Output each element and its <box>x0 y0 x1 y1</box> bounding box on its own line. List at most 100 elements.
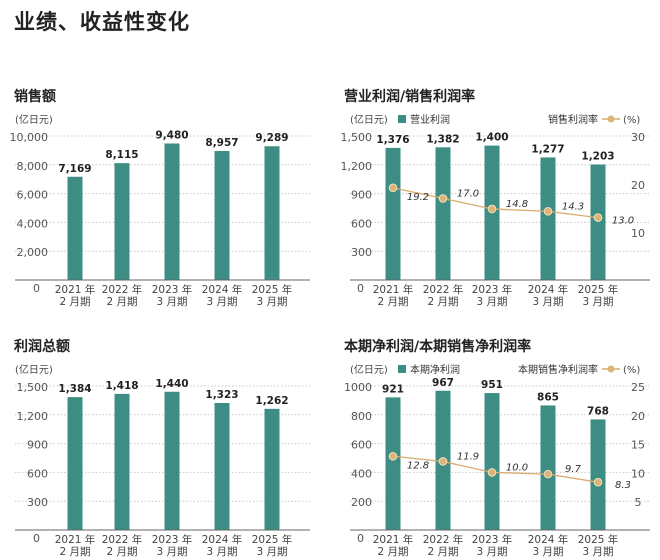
line-unit-label: (%) <box>623 115 640 126</box>
y-tick-label: 600 <box>351 217 372 230</box>
x-tick-label: 3 月期 <box>582 546 613 558</box>
line-value-label: 11.9 <box>457 451 479 462</box>
y2-tick-label: 10 <box>631 227 645 240</box>
page-title: 业绩、收益性变化 <box>14 10 190 34</box>
bar-value-label: 8,957 <box>205 137 238 149</box>
bar-value-label: 967 <box>432 377 454 389</box>
x-tick-label: 2025 年 <box>252 533 293 546</box>
bar-value-label: 1,277 <box>531 143 564 155</box>
y-tick-label: 300 <box>351 246 372 259</box>
y-tick-label: 600 <box>351 439 372 452</box>
bar <box>114 163 130 280</box>
y-tick-label: 900 <box>27 439 48 452</box>
line-unit-label: (%) <box>623 365 640 376</box>
chart-svg: (亿日元) 营业利润 销售利润率 (%) 0 300 600 900 1,200 1,500 10 2… <box>341 113 650 308</box>
chart-title: 本期净利润/本期销售净利润率 <box>344 339 532 355</box>
y-tick-label: 1,200 <box>17 410 49 423</box>
y-tick-label: 600 <box>27 467 48 480</box>
line-value-label: 14.3 <box>562 201 584 212</box>
x-tick-label: 2 月期 <box>106 546 137 558</box>
bar <box>264 408 280 530</box>
y-tick-label: 4,000 <box>17 217 49 230</box>
chart-title: 销售额 <box>14 89 56 105</box>
y-tick-label: 6,000 <box>17 189 49 202</box>
x-tick-label: 2023 年 <box>472 533 513 546</box>
x-tick-label: 2 月期 <box>106 296 137 308</box>
line-marker <box>543 207 553 216</box>
line-value-label: 8.3 <box>615 480 631 491</box>
chart-total-profit: 利润总额 (亿日元) 0 300 600 900 1,200 1,500 1,384 2021 … <box>0 330 330 560</box>
y-tick-label: 0 <box>357 282 364 295</box>
legend-bar-swatch <box>398 115 406 123</box>
x-tick-label: 3 月期 <box>206 296 237 308</box>
bar <box>164 391 180 530</box>
bar <box>67 176 83 280</box>
bar <box>590 419 606 530</box>
line-marker <box>388 183 398 193</box>
bar <box>164 143 180 280</box>
x-tick-label: 2 月期 <box>377 546 408 558</box>
x-tick-label: 3 月期 <box>156 546 187 558</box>
y-tick-label: 1,200 <box>341 160 373 173</box>
x-tick-label: 3 月期 <box>256 296 287 308</box>
x-tick-label: 2022 年 <box>423 283 464 296</box>
x-tick-label: 3 月期 <box>476 296 507 308</box>
y2-tick-label: 30 <box>631 131 645 144</box>
line-marker <box>388 451 398 461</box>
x-tick-label: 2 月期 <box>427 296 458 308</box>
x-tick-label: 3 月期 <box>532 296 563 308</box>
line-value-label: 19.2 <box>407 192 429 203</box>
bar-value-label: 1,376 <box>376 134 409 146</box>
legend-marker <box>607 115 615 123</box>
bar <box>214 402 230 530</box>
legend-bar-swatch <box>398 365 406 373</box>
bar <box>540 157 556 280</box>
bar <box>540 405 556 530</box>
y2-tick-label: 10 <box>631 467 645 480</box>
x-tick-label: 3 月期 <box>476 546 507 558</box>
x-tick-label: 2022 年 <box>102 533 143 546</box>
x-tick-label: 2024 年 <box>528 283 569 296</box>
x-tick-label: 3 月期 <box>256 546 287 558</box>
x-tick-label: 3 月期 <box>156 296 187 308</box>
line-marker <box>487 204 497 214</box>
legend-bar-label: 本期净利润 <box>410 363 460 376</box>
y-tick-label: 400 <box>351 467 372 480</box>
chart-svg: (亿日元) 0 2,000 4,000 6,000 8,000 10,000 7,169 202… <box>10 113 310 308</box>
bar-value-label: 7,169 <box>58 163 91 175</box>
line-marker <box>543 469 553 479</box>
chart-svg: (亿日元) 本期净利润 本期销售净利润率 (%) 0 200 400 600 800 1000 5 1… <box>344 363 650 558</box>
bar-value-label: 1,384 <box>58 383 91 395</box>
y2-tick-label: 20 <box>631 410 645 423</box>
chart-net-profit: 本期净利润/本期销售净利润率 (亿日元) 本期净利润 本期销售净利润率 (%) 0 200… <box>330 330 660 560</box>
y-tick-label: 1,500 <box>17 381 49 394</box>
x-tick-label: 2023 年 <box>152 283 193 296</box>
bar-value-label: 1,203 <box>581 151 614 163</box>
bar-value-label: 9,480 <box>155 129 188 141</box>
chart-title: 营业利润/销售利润率 <box>344 89 476 105</box>
x-tick-label: 2 月期 <box>427 546 458 558</box>
y-tick-label: 900 <box>351 189 372 202</box>
bar-value-label: 9,289 <box>255 132 288 144</box>
unit-label: (亿日元) <box>350 113 388 126</box>
x-tick-label: 2025 年 <box>578 533 619 546</box>
x-tick-label: 2022 年 <box>102 283 143 296</box>
y-tick-label: 2,000 <box>17 246 49 259</box>
y-tick-label: 10,000 <box>10 131 49 144</box>
x-tick-label: 2025 年 <box>578 283 619 296</box>
unit-label: (亿日元) <box>15 113 53 126</box>
x-tick-label: 2023 年 <box>152 533 193 546</box>
line-value-label: 10.0 <box>506 462 528 473</box>
y-tick-label: 800 <box>351 410 372 423</box>
bar <box>590 164 606 280</box>
unit-label: (亿日元) <box>350 363 388 376</box>
bar-value-label: 1,440 <box>155 378 188 390</box>
y-tick-label: 0 <box>357 532 364 545</box>
bar-value-label: 1,262 <box>255 395 288 407</box>
y-tick-label: 300 <box>27 496 48 509</box>
y2-tick-label: 15 <box>631 439 645 452</box>
line-marker <box>438 194 448 203</box>
line-marker <box>593 477 603 487</box>
x-tick-label: 2021 年 <box>373 283 414 296</box>
x-tick-label: 2024 年 <box>528 533 569 546</box>
